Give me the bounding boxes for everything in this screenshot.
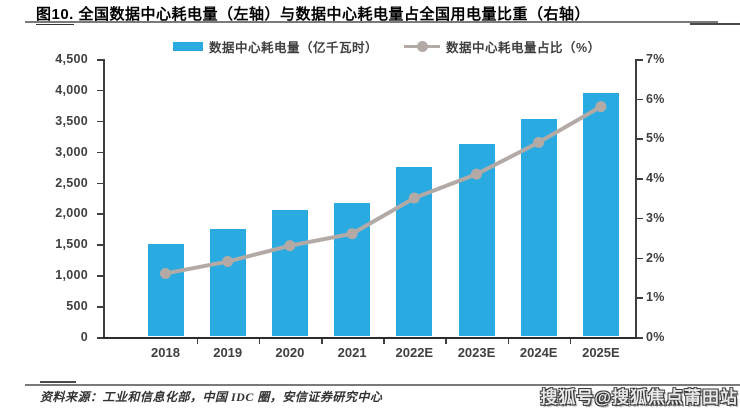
source-note: 资料来源：工业和信息化部，中国 IDC 圈，安信证券研究中心 xyxy=(40,390,383,404)
right-axis-tick-label: 4% xyxy=(646,171,665,186)
x-axis-tick xyxy=(569,339,572,344)
footer-divider-corner xyxy=(40,381,76,383)
right-axis-tick-label: 6% xyxy=(646,91,665,106)
right-axis-tick xyxy=(636,59,643,61)
left-axis-tick-label: 4,000 xyxy=(55,82,88,97)
right-axis-tick-label: 3% xyxy=(646,210,665,225)
x-axis-category-label: 2023E xyxy=(457,345,496,360)
page-title: 图10. 全国数据中心耗电量（左轴）与数据中心耗电量占全国用电量比重（右轴） xyxy=(36,3,591,25)
legend-item-line-series: 数据中心耗电量占比（%） xyxy=(404,37,601,56)
right-axis-line xyxy=(635,59,637,337)
left-axis-tick xyxy=(97,213,103,215)
x-axis-category-label: 2025E xyxy=(582,345,620,360)
x-axis-line xyxy=(103,337,637,339)
left-axis-tick-label: 3,000 xyxy=(55,144,88,159)
right-axis-tick xyxy=(636,217,643,220)
header-divider xyxy=(25,21,718,23)
left-axis-tick xyxy=(97,244,103,246)
x-axis-category-label: 2018 xyxy=(151,345,180,360)
bar-2019 xyxy=(209,228,246,336)
left-axis-tick xyxy=(97,275,103,277)
left-axis-tick xyxy=(97,120,103,123)
bar-2021 xyxy=(334,202,371,336)
right-axis-tick-label: 0% xyxy=(646,330,665,344)
x-axis-tick xyxy=(507,339,510,344)
left-axis-tick-label: 3,500 xyxy=(55,113,88,128)
legend-item-bar-series: 数据中心耗电量（亿千瓦时） xyxy=(173,37,378,56)
x-axis-tick xyxy=(258,339,261,344)
x-axis-tick xyxy=(383,339,385,344)
figure-title-text: 全国数据中心耗电量（左轴）与数据中心耗电量占全国用电量比重（右轴） xyxy=(73,6,591,23)
bar-series-swatch-icon xyxy=(173,41,203,51)
right-axis-tick-label: 1% xyxy=(646,290,665,305)
watermark: 搜狐号@搜狐焦点莆田站 xyxy=(540,388,738,407)
bar-2022E xyxy=(396,167,433,336)
x-axis-category-label: 2022E xyxy=(395,345,434,360)
line-series-marker-icon xyxy=(404,40,441,52)
right-axis-tick-label: 5% xyxy=(646,131,665,146)
x-axis-category-label: 2021 xyxy=(337,345,367,360)
right-axis-tick-label: 7% xyxy=(646,52,665,66)
x-axis-category-label: 2020 xyxy=(275,345,305,360)
x-axis-category-label: 2019 xyxy=(213,345,243,360)
figure-number: 图10. xyxy=(36,6,74,25)
left-axis-tick-label: 1,500 xyxy=(55,237,88,252)
left-axis-tick-label: 2,500 xyxy=(55,175,88,190)
left-axis-tick-label: 2,000 xyxy=(55,206,88,221)
bar-2024E xyxy=(520,118,557,336)
x-axis-tick xyxy=(445,339,447,344)
left-axis-tick-label: 500 xyxy=(66,299,88,314)
header-divider-corner xyxy=(690,23,740,25)
legend-label: 数据中心耗电量（亿千瓦时） xyxy=(209,40,379,55)
bar-2023E xyxy=(458,143,495,336)
x-axis-category-label: 2024E xyxy=(519,345,558,360)
left-axis-tick-label: 0 xyxy=(80,330,88,344)
left-axis-tick xyxy=(97,182,103,185)
left-axis-tick xyxy=(97,151,103,154)
right-axis-tick-label: 2% xyxy=(646,250,665,265)
right-axis-tick xyxy=(636,98,643,101)
left-axis-line xyxy=(103,59,105,337)
left-axis-tick-label: 4,500 xyxy=(55,52,88,66)
left-axis-tick xyxy=(97,59,103,61)
bar-2020 xyxy=(271,210,308,336)
x-axis-tick xyxy=(196,339,199,344)
bar-2018 xyxy=(147,244,184,336)
footer-divider xyxy=(25,384,740,386)
left-axis-tick xyxy=(97,306,103,308)
chart-legend: 数据中心耗电量（亿千瓦时） 数据中心耗电量占比（%） xyxy=(173,37,601,55)
left-axis-tick-label: 1,000 xyxy=(55,268,88,283)
right-axis-tick xyxy=(636,138,643,140)
x-axis-tick xyxy=(321,339,323,344)
left-axis-tick xyxy=(97,337,103,339)
right-axis-tick xyxy=(636,178,643,180)
bar-2025E xyxy=(582,92,619,336)
legend-label: 数据中心耗电量占比（%） xyxy=(446,40,601,55)
right-axis-tick xyxy=(636,257,643,260)
right-axis-tick xyxy=(636,297,643,299)
right-axis-tick xyxy=(636,337,643,339)
left-axis-tick xyxy=(97,89,103,92)
